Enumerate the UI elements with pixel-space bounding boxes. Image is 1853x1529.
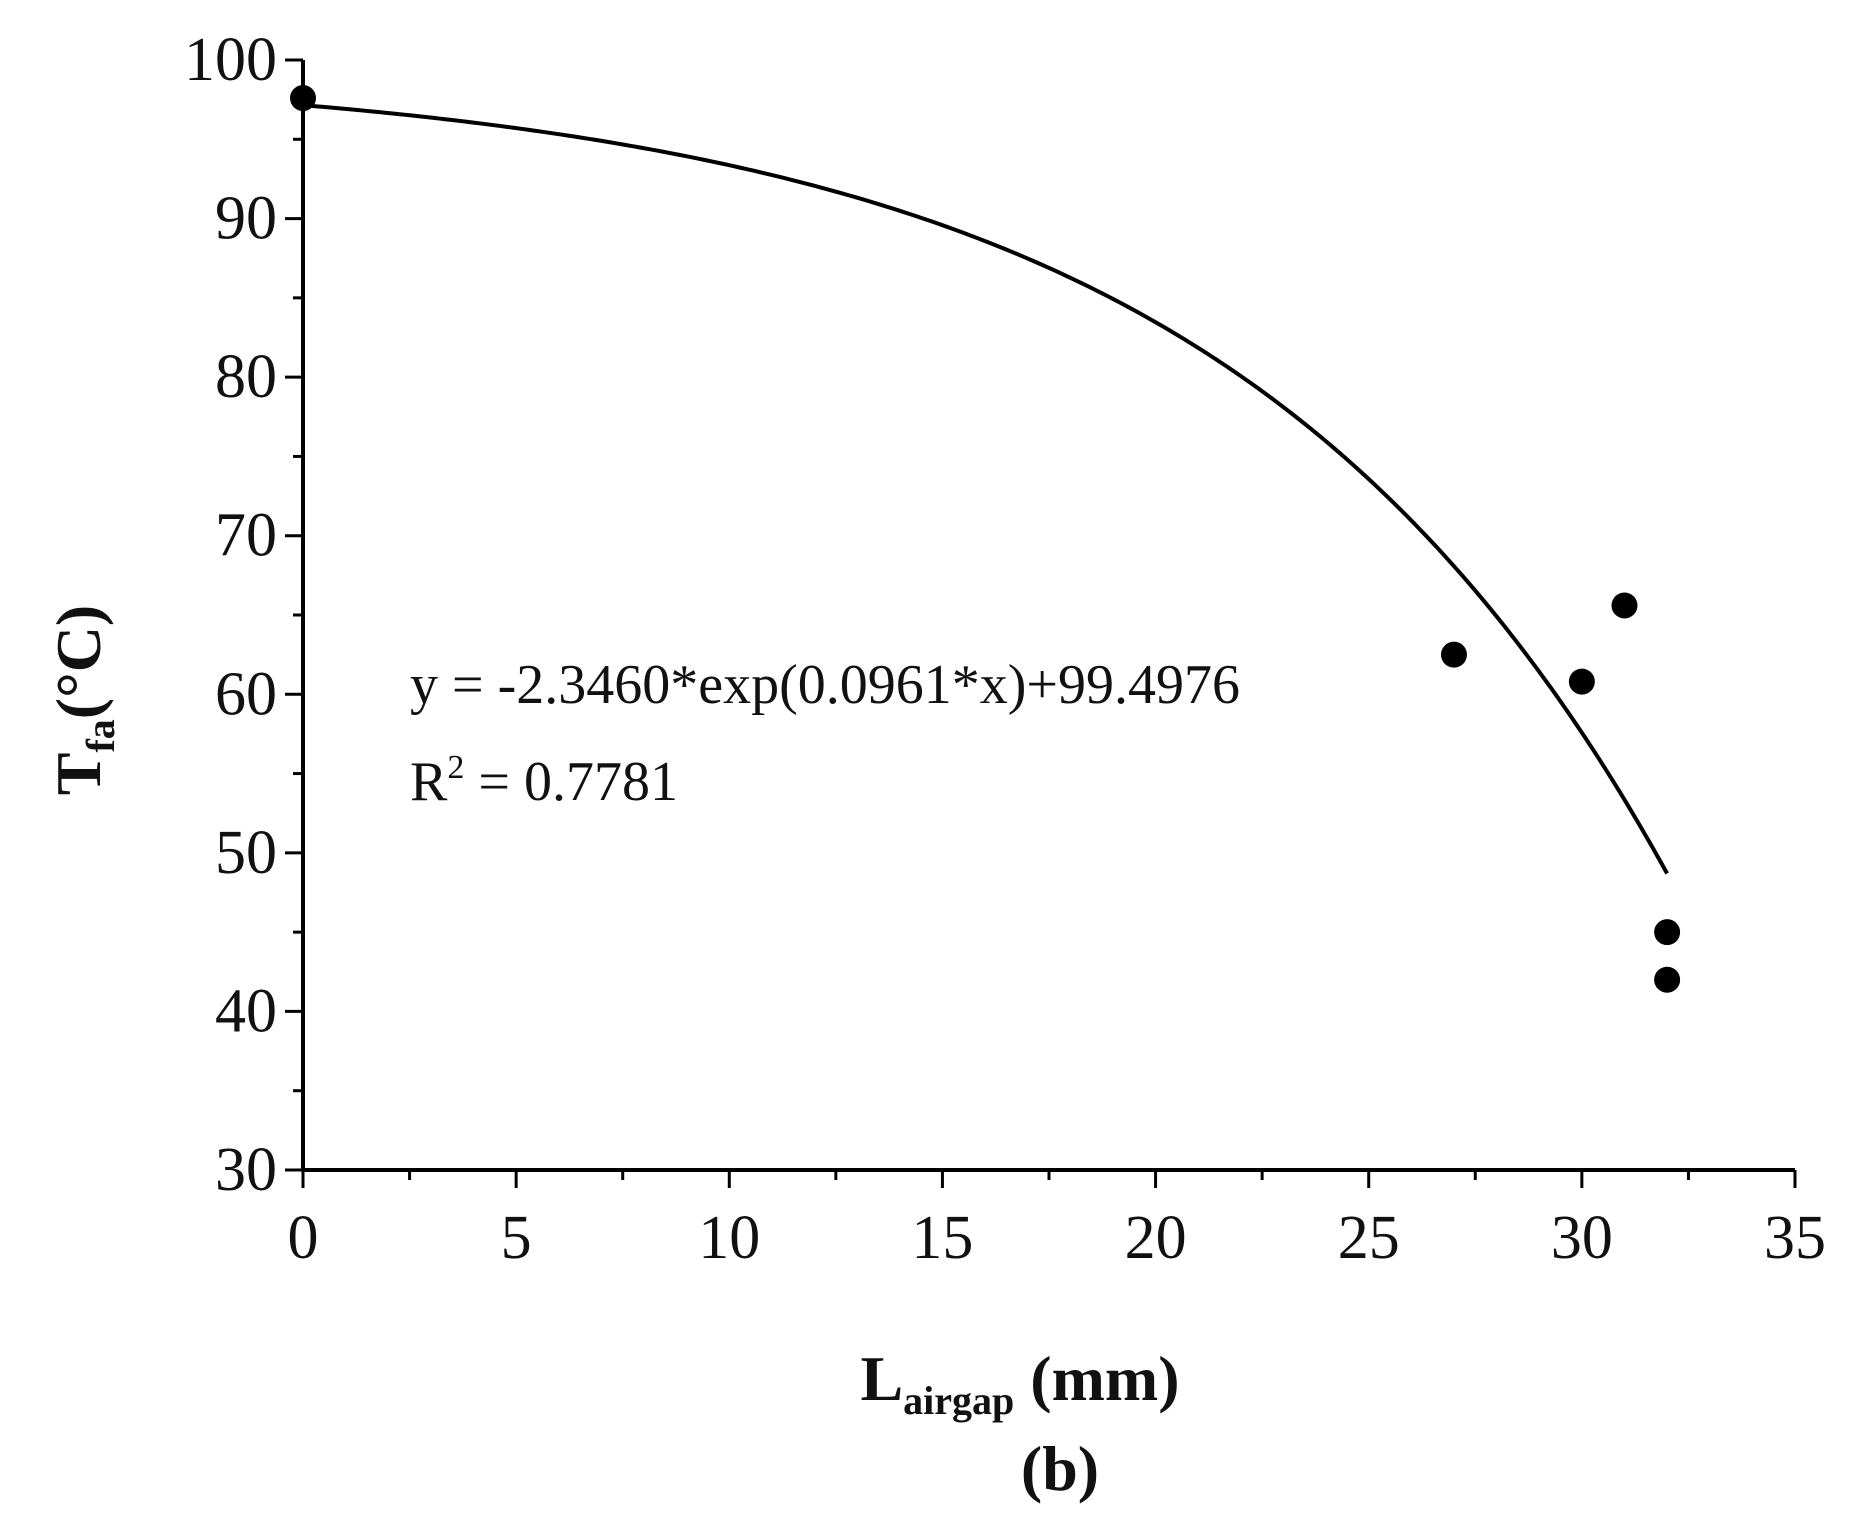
data-point <box>290 85 316 112</box>
x-tick-label: 35 <box>1764 1204 1826 1272</box>
y-tick-label: 100 <box>184 26 277 94</box>
data-point <box>1611 592 1638 619</box>
ticks: 0 5 10 15 20 25 30 35 30 40 50 60 70 80 90 100 <box>184 26 1826 1272</box>
fit-equation: y = -2.3460*exp(0.0961*x)+99.4976 <box>410 654 1240 716</box>
r-squared-label: R2 = 0.7781 <box>410 749 678 813</box>
y-tick-label: 60 <box>215 660 277 728</box>
y-tick-label: 50 <box>215 819 277 887</box>
fit-curve <box>302 103 1669 875</box>
x-tick-label: 5 <box>501 1204 532 1272</box>
y-tick-label: 30 <box>215 1136 277 1204</box>
axes <box>301 60 1795 1172</box>
y-tick-label: 40 <box>215 977 277 1045</box>
figure-caption: (b) <box>1021 1433 1099 1504</box>
data-point <box>1654 919 1681 946</box>
y-tick-label: 70 <box>215 502 277 570</box>
fit-layer <box>302 103 1669 875</box>
x-tick-label: 20 <box>1125 1204 1187 1272</box>
points-layer <box>290 85 1681 993</box>
data-point <box>1654 966 1681 993</box>
x-axis-title: Lairgap (mm) <box>860 1343 1179 1423</box>
x-tick-label: 10 <box>698 1204 760 1272</box>
x-tick-label: 30 <box>1551 1204 1613 1272</box>
x-tick-label: 25 <box>1338 1204 1400 1272</box>
data-point <box>1568 668 1595 695</box>
x-tick-label: 0 <box>288 1204 319 1272</box>
data-point <box>1440 641 1467 668</box>
y-tick-label: 90 <box>215 185 277 253</box>
y-axis-title: Tfa(°C) <box>43 605 123 795</box>
y-tick-label: 80 <box>215 343 277 411</box>
x-tick-label: 15 <box>911 1204 973 1272</box>
